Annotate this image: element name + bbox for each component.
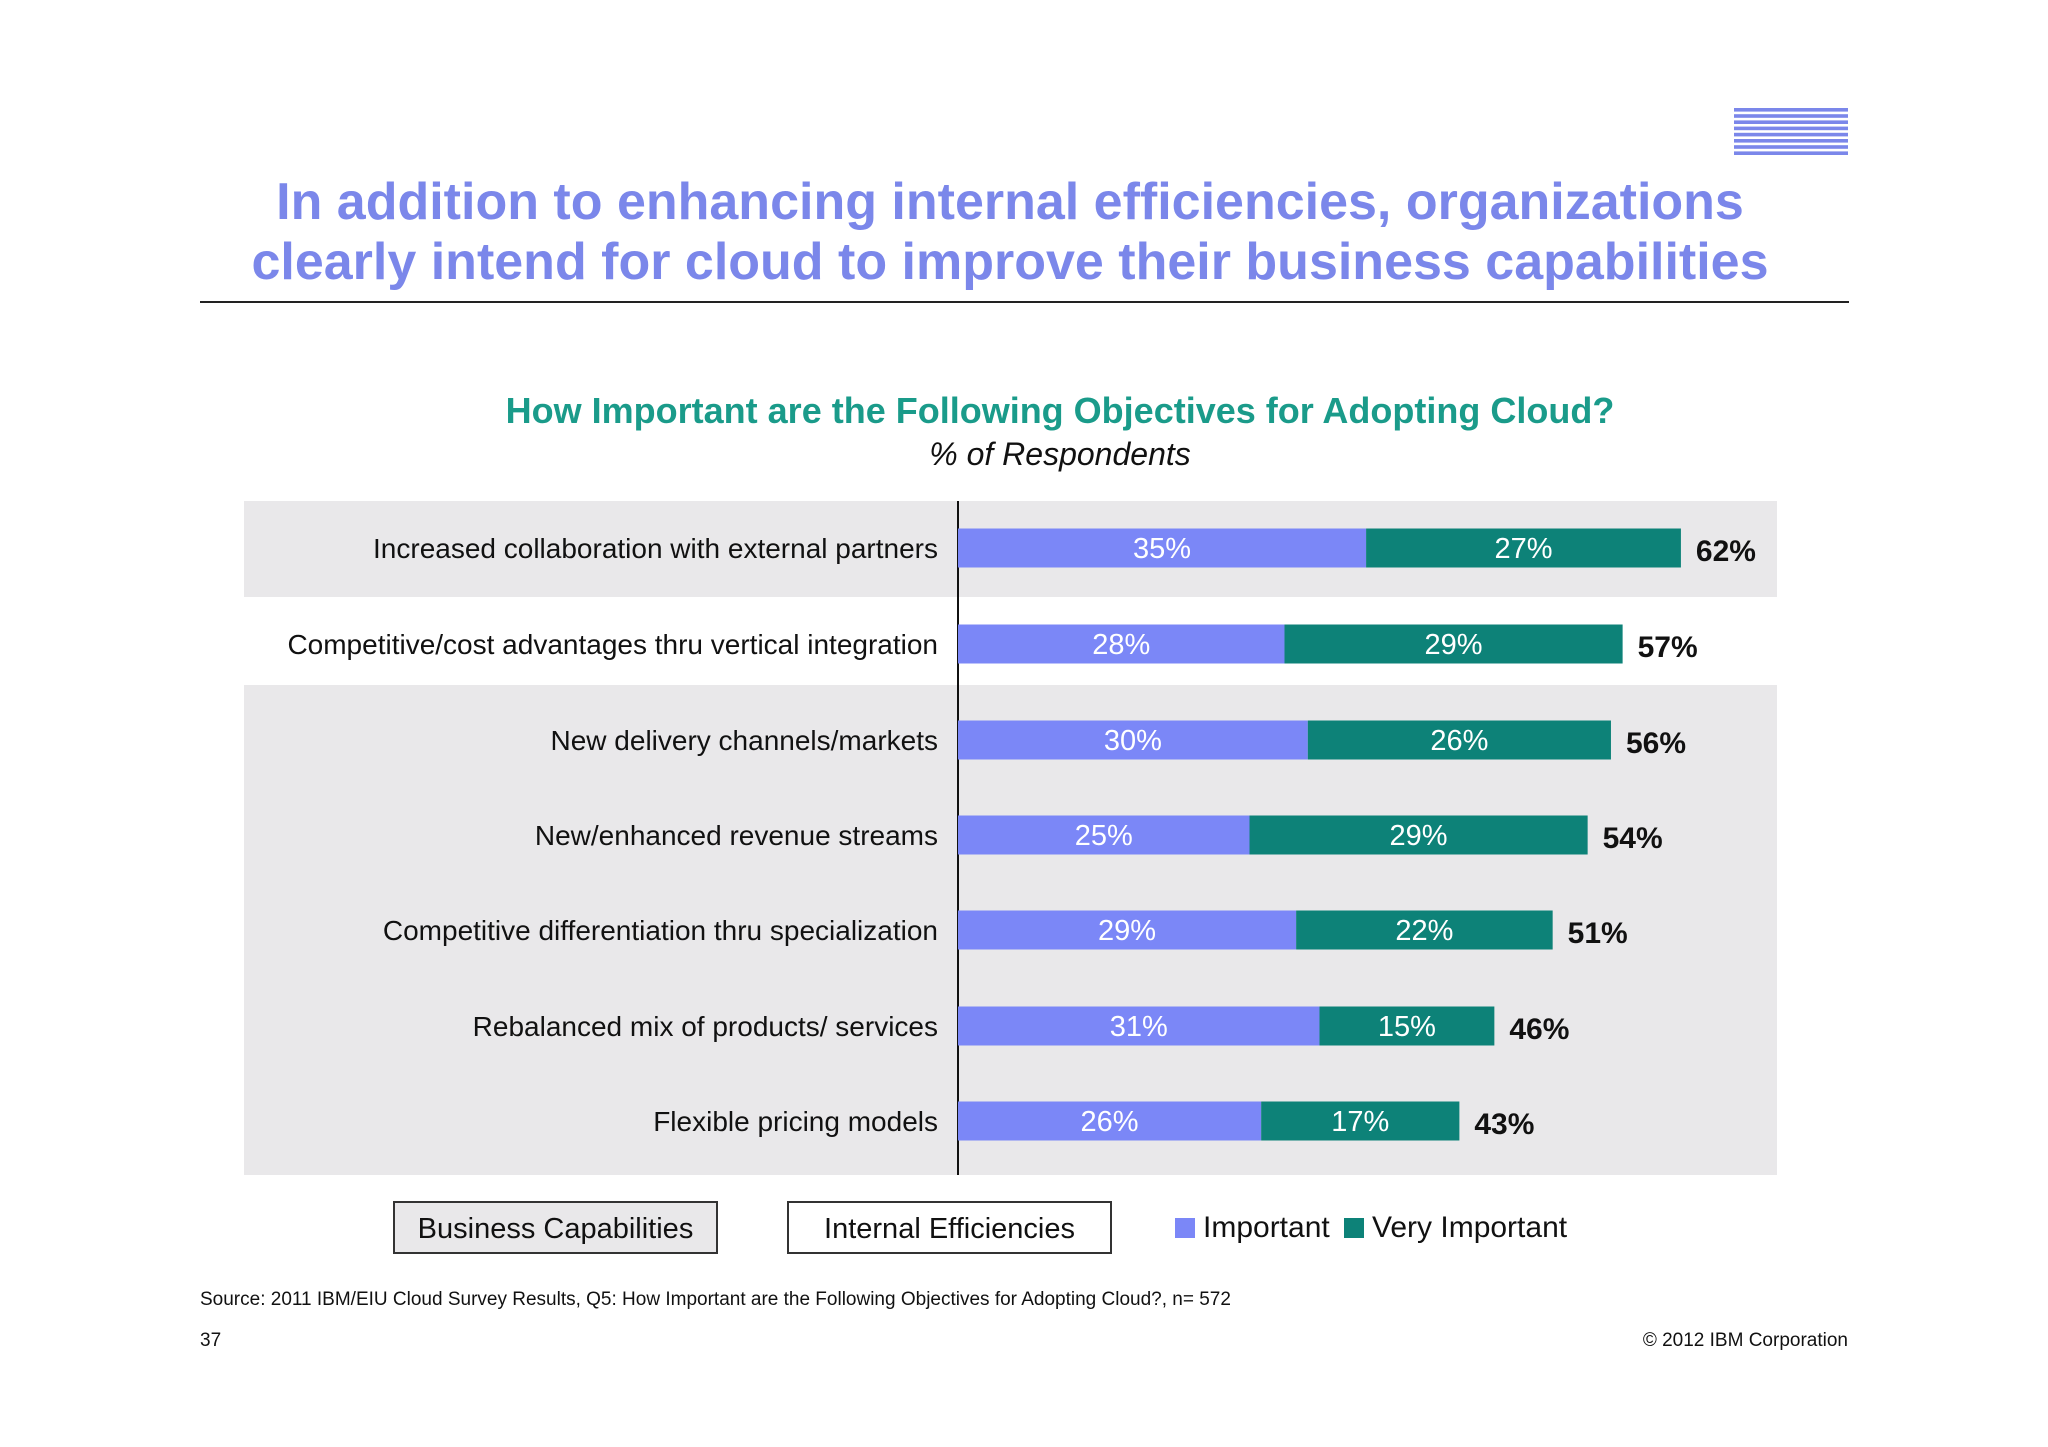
- legend-important-label: Important: [1203, 1211, 1330, 1244]
- bar-very-important: [1307, 720, 1611, 760]
- slide-title-line-1: In addition to enhancing internal effici…: [276, 173, 1744, 231]
- data-label-very-important: 15%: [1378, 1011, 1436, 1043]
- category-label: Increased collaboration with external pa…: [373, 533, 938, 564]
- chart-subtitle: % of Respondents: [929, 436, 1191, 472]
- data-label-very-important: 27%: [1494, 533, 1552, 565]
- category-label: Competitive/cost advantages thru vertica…: [287, 629, 938, 660]
- data-label-important: 28%: [1092, 629, 1150, 661]
- category-label: Competitive differentiation thru special…: [383, 915, 938, 946]
- total-label: 56%: [1626, 727, 1686, 760]
- bar-important: [958, 720, 1308, 760]
- total-label: 54%: [1603, 822, 1663, 855]
- bar-important: [958, 910, 1297, 950]
- total-label: 57%: [1638, 631, 1698, 664]
- logo-stripe: [1734, 120, 1848, 124]
- category-label: Flexible pricing models: [653, 1106, 938, 1137]
- data-label-very-important: 29%: [1425, 629, 1483, 661]
- total-label: 46%: [1509, 1013, 1569, 1046]
- slide-title: In addition to enhancing internal effici…: [150, 172, 1870, 292]
- bar-important: [958, 1101, 1262, 1141]
- data-label-important: 31%: [1110, 1011, 1168, 1043]
- bar-very-important: [1284, 624, 1623, 664]
- bar-very-important: [1249, 815, 1588, 855]
- data-label-important: 25%: [1075, 820, 1133, 852]
- source-note: Source: 2011 IBM/EIU Cloud Survey Result…: [200, 1289, 1231, 1310]
- total-label: 62%: [1696, 535, 1756, 568]
- legend-important: Important: [1175, 1208, 1330, 1248]
- ibm-logo: IBM: [1734, 108, 1848, 155]
- logo-stripe: [1734, 145, 1848, 149]
- data-label-important: 26%: [1081, 1106, 1139, 1138]
- total-label: 43%: [1474, 1108, 1534, 1141]
- chart-title: How Important are the Following Objectiv…: [505, 390, 1615, 431]
- data-label-very-important: 17%: [1331, 1106, 1389, 1138]
- title-divider: [200, 301, 1849, 303]
- legend-business-capabilities: Business Capabilities: [393, 1201, 718, 1254]
- data-label-very-important: 26%: [1430, 725, 1488, 757]
- data-label-very-important: 22%: [1395, 915, 1453, 947]
- category-label: Rebalanced mix of products/ services: [473, 1011, 938, 1042]
- logo-stripe: [1734, 126, 1848, 131]
- logo-stripe: [1734, 108, 1848, 112]
- legend-internal-efficiencies: Internal Efficiencies: [787, 1201, 1112, 1254]
- total-label: 51%: [1568, 917, 1628, 950]
- bar-important: [958, 624, 1285, 664]
- legend-very-important: Very Important: [1344, 1208, 1567, 1248]
- legend-very-important-label: Very Important: [1372, 1211, 1568, 1244]
- data-label-important: 29%: [1098, 915, 1156, 947]
- category-label: New/enhanced revenue streams: [535, 820, 938, 851]
- logo-stripe: [1734, 151, 1848, 155]
- data-label-important: 30%: [1104, 725, 1162, 757]
- bar-very-important: [1296, 910, 1553, 950]
- page-number: 37: [200, 1330, 222, 1351]
- data-label-important: 35%: [1133, 533, 1191, 565]
- legend-important-swatch: [1175, 1218, 1195, 1238]
- logo-stripe: [1734, 132, 1848, 137]
- bar-important: [958, 1006, 1320, 1046]
- bar-very-important: [1319, 1006, 1495, 1046]
- logo-stripe: [1734, 114, 1848, 118]
- copyright: © 2012 IBM Corporation: [1642, 1330, 1848, 1351]
- data-label-very-important: 29%: [1390, 820, 1448, 852]
- legend-very-important-swatch: [1344, 1218, 1364, 1238]
- bar-important: [958, 815, 1250, 855]
- bar-very-important: [1261, 1101, 1460, 1141]
- bar-very-important: [1366, 528, 1681, 568]
- logo-stripe: [1734, 139, 1848, 143]
- bar-important: [958, 528, 1367, 568]
- slide-title-line-2: clearly intend for cloud to improve thei…: [251, 233, 1769, 291]
- category-label: New delivery channels/markets: [551, 725, 939, 756]
